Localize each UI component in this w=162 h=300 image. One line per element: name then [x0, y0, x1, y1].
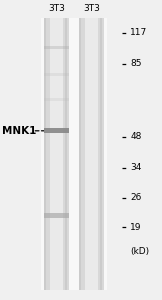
Text: 3T3: 3T3 [48, 4, 65, 13]
Bar [44, 73, 69, 76]
Text: 85: 85 [130, 59, 142, 68]
Text: 26: 26 [130, 193, 142, 202]
Bar [100, 18, 102, 290]
Text: (kD): (kD) [130, 247, 150, 256]
Text: MNK1: MNK1 [2, 126, 37, 136]
Bar [50, 18, 63, 290]
Bar [44, 46, 69, 49]
Bar [44, 98, 69, 101]
Text: 117: 117 [130, 28, 148, 37]
Bar [44, 213, 69, 218]
Bar [79, 18, 104, 290]
Text: 19: 19 [130, 223, 142, 232]
Bar [85, 18, 98, 290]
Bar [41, 18, 107, 290]
Bar [44, 18, 46, 290]
Text: 34: 34 [130, 164, 142, 172]
Bar [44, 128, 69, 134]
Text: 3T3: 3T3 [83, 4, 100, 13]
Bar [79, 18, 81, 290]
Bar [65, 18, 67, 290]
Text: 48: 48 [130, 132, 142, 141]
Bar [44, 18, 69, 290]
